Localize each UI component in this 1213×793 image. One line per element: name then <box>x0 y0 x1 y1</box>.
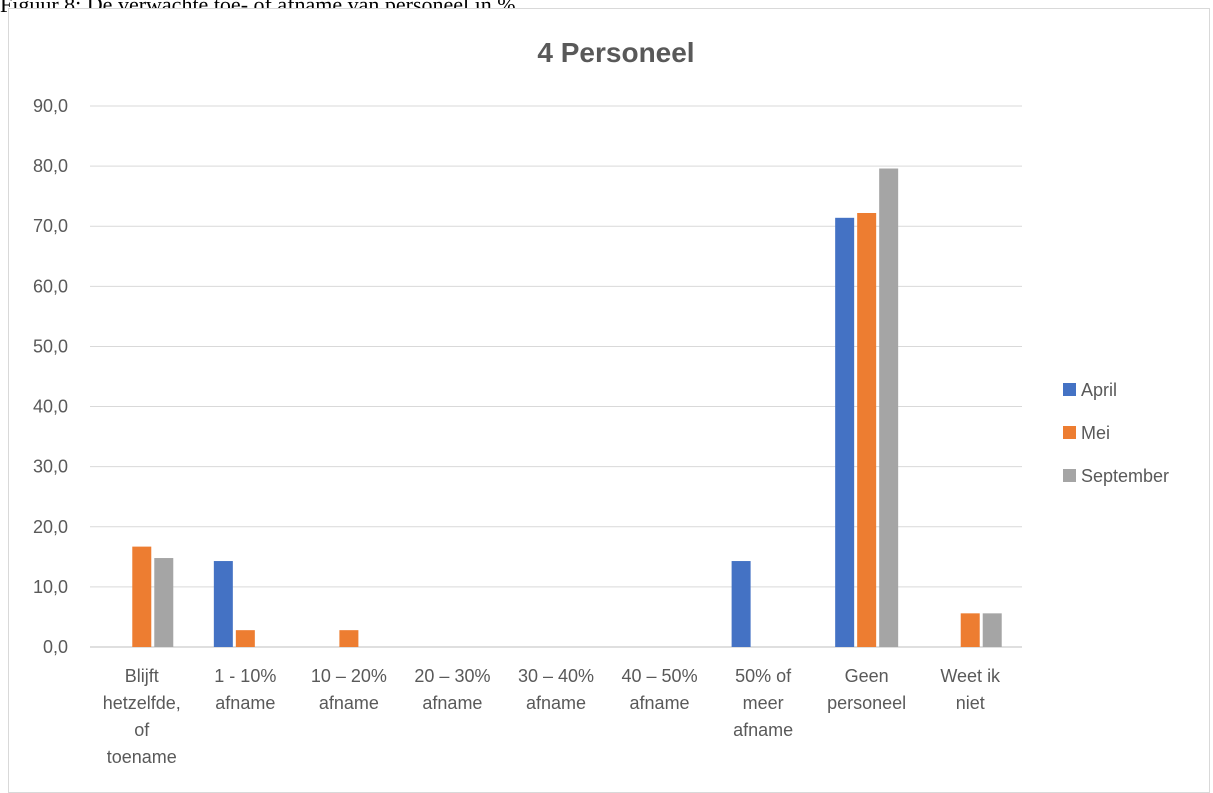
bar-april <box>835 217 855 647</box>
x-tick-label: Weet ik <box>940 666 1001 686</box>
bar-september <box>879 168 899 647</box>
chart-area <box>8 8 1210 793</box>
x-tick-label: toename <box>107 747 177 767</box>
y-tick-label: 80,0 <box>33 156 68 176</box>
y-tick-label: 0,0 <box>43 637 68 657</box>
bar-mei <box>132 546 152 647</box>
x-tick-label: hetzelfde, <box>103 693 181 713</box>
x-tick-label: personeel <box>827 693 906 713</box>
x-tick-label: afname <box>733 720 793 740</box>
bar-september <box>154 558 174 647</box>
x-tick-label: 10 – 20% <box>311 666 387 686</box>
legend-label-april: April <box>1081 380 1117 400</box>
x-tick-label: 30 – 40% <box>518 666 594 686</box>
x-tick-label: 50% of <box>735 666 792 686</box>
bar-april <box>213 561 233 647</box>
x-tick-label: Geen <box>845 666 889 686</box>
x-tick-label: meer <box>743 693 784 713</box>
y-tick-label: 90,0 <box>33 96 68 116</box>
y-tick-label: 10,0 <box>33 577 68 597</box>
y-tick-label: 70,0 <box>33 216 68 236</box>
y-tick-label: 50,0 <box>33 336 68 356</box>
x-tick-label: afname <box>215 693 275 713</box>
x-tick-label: 40 – 50% <box>622 666 698 686</box>
legend-label-mei: Mei <box>1081 423 1110 443</box>
x-tick-label: afname <box>319 693 379 713</box>
x-tick-label: of <box>134 720 150 740</box>
bar-september <box>982 613 1002 647</box>
chart-title: 4 Personeel <box>537 37 694 68</box>
bar-mei <box>235 630 255 647</box>
y-axis-ticks: 0,0 10,0 20,0 30,0 40,0 50,0 60,0 70,0 80,0 90,0 <box>33 96 68 657</box>
x-tick-label: afname <box>630 693 690 713</box>
bar-april <box>731 561 751 647</box>
legend-label-september: September <box>1081 466 1169 486</box>
x-tick-label: Blijft <box>125 666 159 686</box>
x-tick-label: 20 – 30% <box>414 666 490 686</box>
y-tick-label: 30,0 <box>33 457 68 477</box>
y-tick-label: 40,0 <box>33 397 68 417</box>
legend-swatch-september <box>1063 469 1076 482</box>
x-tick-label: niet <box>956 693 985 713</box>
legend-swatch-april <box>1063 383 1076 396</box>
bar-mei <box>960 613 980 647</box>
bar-mei <box>857 212 877 647</box>
y-tick-label: 20,0 <box>33 517 68 537</box>
x-tick-label: 1 - 10% <box>214 666 276 686</box>
legend-swatch-mei <box>1063 426 1076 439</box>
bars <box>132 168 1002 647</box>
x-tick-label: afname <box>422 693 482 713</box>
x-tick-label: afname <box>526 693 586 713</box>
legend: April Mei September <box>1063 380 1169 486</box>
bar-mei <box>339 630 359 647</box>
x-axis-ticks: Blijft hetzelfde, of toename 1 - 10% afname 10… <box>103 666 1001 767</box>
y-tick-label: 60,0 <box>33 276 68 296</box>
